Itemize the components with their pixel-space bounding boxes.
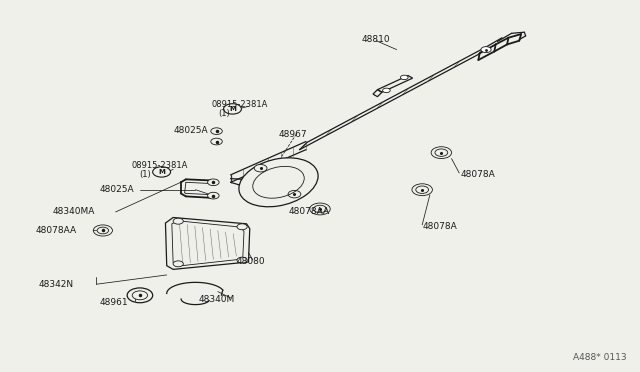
Text: A488* 0113: A488* 0113 xyxy=(573,353,627,362)
Circle shape xyxy=(207,192,219,199)
Circle shape xyxy=(132,291,148,300)
Text: 48342N: 48342N xyxy=(39,280,74,289)
Text: 48961: 48961 xyxy=(100,298,128,307)
Circle shape xyxy=(173,218,183,224)
Circle shape xyxy=(237,224,247,230)
Ellipse shape xyxy=(239,158,318,207)
Circle shape xyxy=(97,227,109,234)
Text: 08915-2381A: 08915-2381A xyxy=(211,100,268,109)
Text: (1): (1) xyxy=(218,109,230,118)
Circle shape xyxy=(383,88,390,93)
Circle shape xyxy=(211,138,222,145)
Circle shape xyxy=(435,149,448,156)
Text: 48967: 48967 xyxy=(278,129,307,139)
Text: 48340M: 48340M xyxy=(198,295,235,304)
Text: 48025A: 48025A xyxy=(100,185,134,194)
Circle shape xyxy=(314,205,326,213)
Circle shape xyxy=(237,257,247,263)
Text: 08915-2381A: 08915-2381A xyxy=(132,161,188,170)
Circle shape xyxy=(153,167,171,177)
Circle shape xyxy=(288,190,301,198)
Text: 48080: 48080 xyxy=(237,257,266,266)
Circle shape xyxy=(401,75,408,80)
Text: 48078AA: 48078AA xyxy=(36,226,77,235)
Text: (1): (1) xyxy=(140,170,151,179)
Text: M: M xyxy=(158,169,165,175)
Circle shape xyxy=(416,186,429,193)
Circle shape xyxy=(211,128,222,135)
Text: 48078A: 48078A xyxy=(422,222,457,231)
Circle shape xyxy=(173,261,183,267)
Circle shape xyxy=(207,179,219,186)
Circle shape xyxy=(481,46,491,52)
Text: 48340MA: 48340MA xyxy=(53,208,95,217)
Polygon shape xyxy=(166,218,250,269)
Text: 48078A: 48078A xyxy=(461,170,495,179)
Text: 48078AA: 48078AA xyxy=(288,208,329,217)
Text: 48025A: 48025A xyxy=(173,126,208,135)
Text: 48810: 48810 xyxy=(362,35,390,44)
Circle shape xyxy=(223,104,241,114)
Text: M: M xyxy=(229,106,236,112)
Circle shape xyxy=(254,164,267,172)
